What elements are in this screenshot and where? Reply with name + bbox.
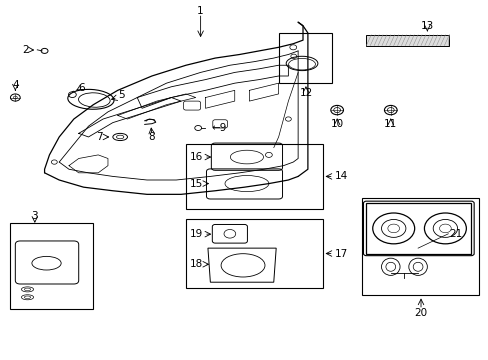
Text: 2: 2 (22, 45, 28, 55)
Text: 1: 1 (197, 6, 203, 17)
Text: 7: 7 (96, 132, 103, 142)
Bar (366, 203, 470, 253)
Text: 12: 12 (299, 88, 312, 98)
Text: 3: 3 (31, 211, 38, 221)
Text: 13: 13 (420, 21, 433, 31)
Bar (278, 33, 331, 83)
Bar (185, 220, 322, 288)
Text: 21: 21 (448, 229, 462, 239)
Text: 17: 17 (334, 248, 347, 258)
Text: 5: 5 (118, 90, 124, 100)
Bar (361, 198, 478, 295)
Text: 11: 11 (384, 120, 397, 129)
Text: 16: 16 (189, 152, 203, 162)
Text: 20: 20 (414, 308, 427, 318)
Text: 4: 4 (12, 80, 19, 90)
Text: 6: 6 (79, 83, 85, 93)
Bar (366, 35, 448, 45)
Bar (185, 144, 322, 209)
Text: 14: 14 (334, 171, 347, 181)
Text: 19: 19 (189, 229, 203, 239)
Text: 8: 8 (148, 132, 155, 142)
Text: 18: 18 (189, 259, 203, 269)
Text: 10: 10 (330, 120, 343, 129)
Bar (10, 223, 93, 309)
Text: ←9: ←9 (211, 123, 226, 133)
Text: 15: 15 (189, 179, 203, 189)
